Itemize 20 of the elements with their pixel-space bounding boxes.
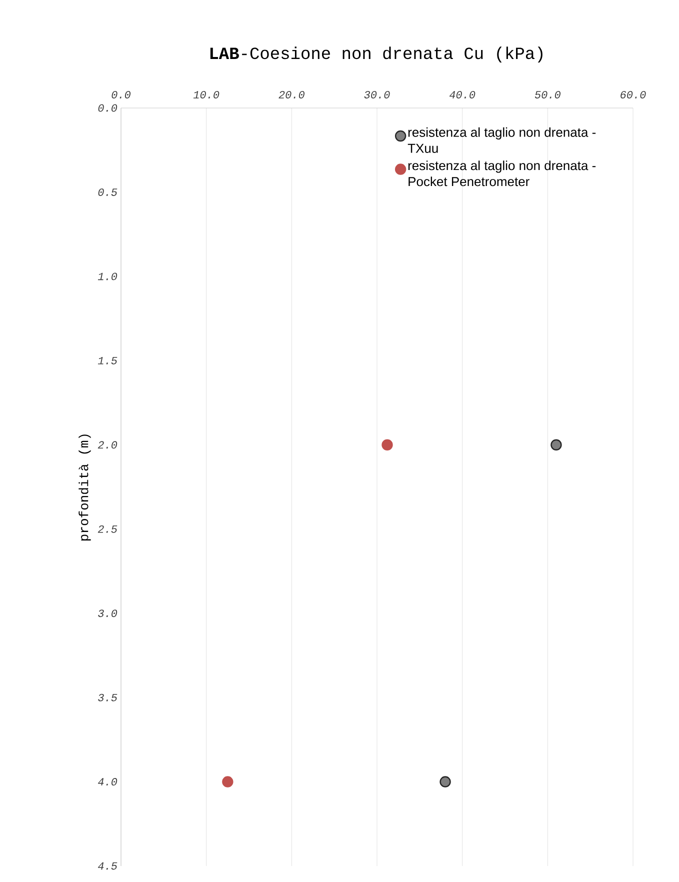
y-tick-label: 2.0	[98, 441, 118, 449]
x-tick-label: 60.0	[620, 91, 646, 98]
x-tick-label: 10.0	[193, 91, 220, 98]
y-tick-label: 3.5	[98, 694, 118, 702]
y-tick-label: 4.0	[98, 778, 118, 786]
y-tick-label: 1.5	[98, 356, 118, 364]
y-tick-label: 0.5	[98, 188, 118, 196]
chart-title: LAB-Coesione non drenata Cu (kPa)	[210, 46, 542, 62]
y-tick-label: 1.0	[98, 272, 118, 280]
x-tick-label: 0.0	[112, 91, 131, 98]
y-tick-label: 3.0	[98, 610, 118, 618]
y-tick-label: 0.0	[98, 104, 118, 112]
legend-label: resistenza al taglio non drenata - Pocket Penetrometer	[408, 160, 596, 186]
x-tick-label: 40.0	[449, 91, 476, 98]
y-tick-label: 4.5	[98, 862, 118, 870]
x-tick-label: 20.0	[278, 91, 304, 98]
y-tick-label: 2.5	[98, 525, 118, 533]
y-axis-title: profondità (m)	[78, 434, 91, 540]
x-tick-label: 50.0	[534, 91, 560, 98]
x-tick-label: 30.0	[364, 91, 390, 98]
